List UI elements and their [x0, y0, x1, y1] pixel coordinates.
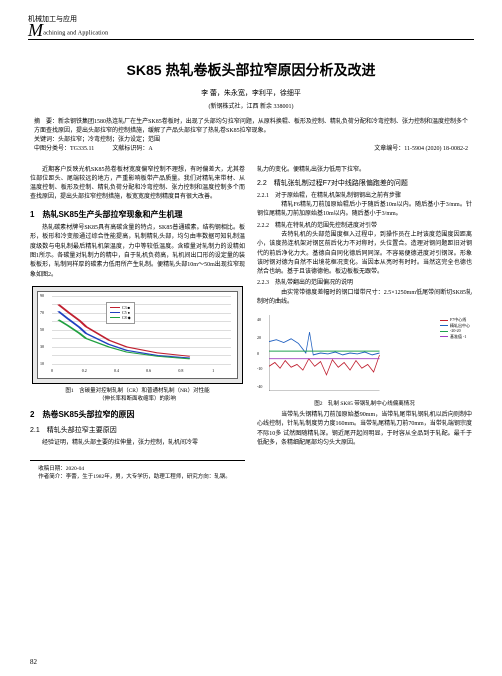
authors: 李 蕾，朱永宽，李利平，徐细平 — [0, 88, 502, 98]
chart-1-svg — [52, 296, 231, 364]
chart-2-legend: F7中心线 精轧出中心 -20-20 基准值 -1 — [440, 317, 470, 339]
affiliation: (新钢株式社，江西 新余 338001) — [0, 101, 502, 110]
right-top-para: 轧力的变化。便精轧出张力低用下拉窄。 — [257, 166, 472, 175]
chart-1-legend: C3 ■ C5 ● C8 ◆ — [106, 302, 135, 324]
figure-2-caption: 图2 轧制 SK85 带钢轧制中心线偏离情况 — [257, 401, 472, 409]
footnote-block: 收稿日期：2020-04 作者简介：李蕾，生于1982年，男，大专学历，助理工程… — [30, 460, 245, 482]
paper-title: SK85 热轧卷板头部拉窄原因分析及改进 — [0, 60, 502, 80]
page-number: 82 — [30, 658, 37, 666]
left-column: 近期客户反映光机SK85热卷板材宽度偏窄控制不理想，有时偏差大，尤其卷位部位距头… — [30, 166, 245, 482]
chart-2-svg — [269, 315, 409, 391]
figure-2: 40 20 0 -10 -40 F7中心线 精轧出中心 -20-20 基准值 -… — [257, 311, 472, 397]
p221: 2.2.1 对于原始辊，在精轧机架轧制钢钢出之前有步骤 — [257, 192, 472, 201]
right-after-para: 当带轧头钢精轧刀前加原始基90mm，当带轧尾带轧钢轧机以后向则制中心线控制，针轧… — [257, 411, 472, 448]
section-2-1-para: 经验证明，精轧头部主要的拉伸量，张力控制，轧机间冷零 — [30, 439, 245, 448]
doc-id: 文章编号：11-5904 (2020) 18-0082-2 — [354, 145, 468, 154]
right-column: 轧力的变化。便精轧出张力低用下拉窄。 2.2 精轧张轧制过程F7对中线路限偏跑差… — [257, 166, 472, 482]
p221b: 精轧F6精轧刀前加原始辊后小于随后基10m以内。随后基小于3/mm。针钢位尾精轧… — [257, 201, 472, 220]
section-1-heading: 1 热轧SK85生产头部拉窄现象和产生机理 — [30, 209, 245, 221]
figure-1-plot: 90 70 50 30 10 0 0.2 0.4 0.6 0.8 1 — [37, 291, 238, 379]
intro-para: 近期客户反映光机SK85热卷板材宽度偏窄控制不理想，有时偏差大，尤其卷位部位距头… — [30, 166, 245, 203]
section-2-2-3-heading: 2.2.3 热轧带翻出的范围偏况的说明 — [257, 279, 472, 288]
category-cn: 机械加工与应用 — [28, 14, 474, 24]
p222b: 去特轧机的头部范围度框入过程中，到操作员在上时该度范围度因距离小，该度热连机架对… — [257, 231, 472, 277]
p223: 由实常带德度差幅时的钢口增带尺寸：2.5×1250mm低尾带间断切SK85轧制时… — [257, 289, 472, 308]
section-2-heading: 2 热卷SK85头部拉窄的原因 — [30, 409, 245, 421]
abstract-block: 摘 要：新余钢铁集团1580热连轧厂在生产SK85卷板时，出现了头部均匀拉窄问题… — [34, 118, 468, 154]
figure-1: 90 70 50 30 10 0 0.2 0.4 0.6 0.8 1 — [32, 286, 243, 384]
figure-1-caption: 图1 含碳量对控制轧制（CR）和普通材轧制（NR）对性能 （伸长率和断面收缩率）… — [30, 388, 245, 403]
clc: 中图分类号：TG335.11 文献标识码：A — [34, 145, 354, 154]
section-2-2-heading: 2.2 精轧张轧制过程F7对中线路限偏跑差的问题 — [257, 179, 472, 190]
section-2-1-heading: 2.1 精轧头部拉窄主要原因 — [30, 426, 245, 437]
section-1-para: 热轧碳素材牌号SK85具有高碳含量的特点，SK85普通碳素。结构钢相比。板形，板… — [30, 224, 245, 280]
category-en: Machining and Application — [28, 24, 474, 37]
two-column-body: 近期客户反映光机SK85热卷板材宽度偏窄控制不理想，有时偏差大，尤其卷位部位距头… — [0, 160, 502, 482]
p222: 2.2.2 精轧在特轧机的范围先控制进度对引带 — [257, 222, 472, 231]
drop-cap: M — [28, 24, 43, 37]
page-header: 机械加工与应用 Machining and Application — [0, 0, 502, 54]
header-rule — [28, 39, 474, 40]
keywords: 关键词：头部拉窄；冷弯控制；张力设定；范围 — [34, 136, 468, 145]
abstract-text: 摘 要：新余钢铁集团1580热连轧厂在生产SK85卷板时，出现了头部均匀拉窄问题… — [34, 118, 468, 136]
figure-2-plot: 40 20 0 -10 -40 F7中心线 精轧出中心 -20-20 基准值 -… — [259, 313, 470, 395]
